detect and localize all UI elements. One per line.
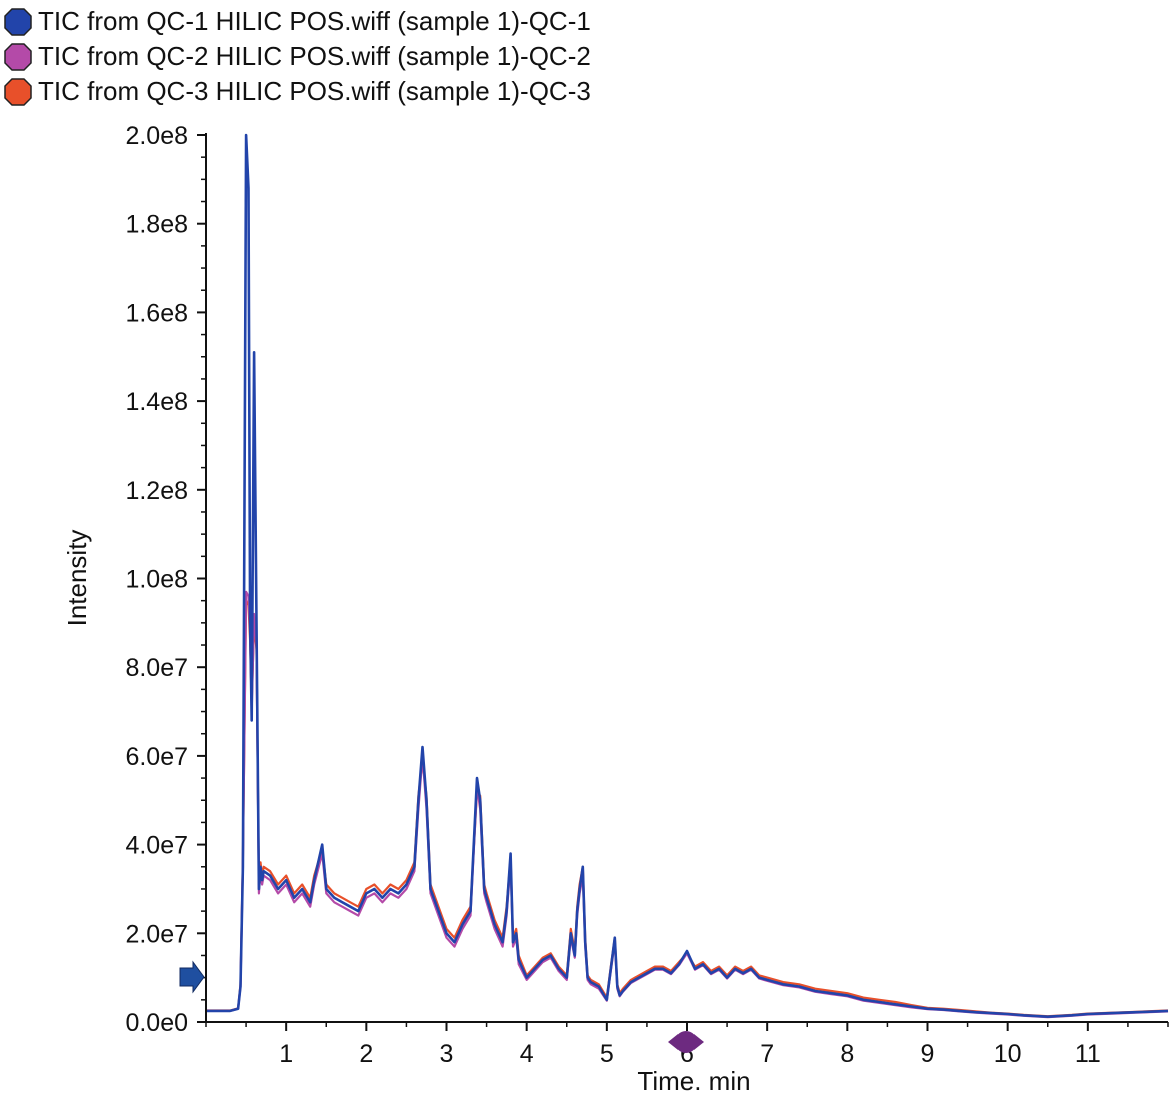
baseline-marker-icon[interactable] (179, 960, 205, 994)
legend-swatch-qc1 (4, 7, 32, 36)
series-line-qc3 (206, 599, 1169, 1018)
x-tick-label: 5 (600, 1040, 614, 1068)
x-tick-label: 7 (760, 1040, 774, 1068)
legend: TIC from QC-1 HILIC POS.wiff (sample 1)-… (4, 4, 591, 109)
y-axis-ticks: 0.0e0 2.0e7 4.0e7 6.0e7 8.0e7 1.0e8 1.2e8 1.4e8… (125, 122, 206, 1037)
legend-label-qc2: TIC from QC-2 HILIC POS.wiff (sample 1)-… (38, 41, 591, 71)
legend-label-qc1: TIC from QC-1 HILIC POS.wiff (sample 1)-… (38, 6, 591, 36)
x-tick-label: 10 (994, 1040, 1022, 1068)
y-tick-label: 2.0e7 (125, 920, 188, 948)
y-tick-label: 0.0e0 (125, 1009, 188, 1037)
octagon-icon (4, 77, 32, 106)
series-layer (206, 133, 1169, 1019)
y-tick-label: 1.4e8 (125, 388, 188, 416)
x-tick-label: 3 (440, 1040, 454, 1068)
y-tick-label: 1.8e8 (125, 211, 188, 239)
x-axis-ticks: 1 2 3 4 5 6 7 8 9 10 11 (205, 1022, 1169, 1068)
x-tick-label: 11 (1075, 1040, 1101, 1068)
legend-swatch-qc3 (4, 77, 32, 106)
legend-item-qc1[interactable]: TIC from QC-1 HILIC POS.wiff (sample 1)-… (4, 4, 591, 39)
legend-item-qc3[interactable]: TIC from QC-3 HILIC POS.wiff (sample 1)-… (4, 74, 591, 109)
legend-swatch-qc2 (4, 42, 32, 71)
y-tick-label: 6.0e7 (125, 743, 188, 771)
x-tick-label: 2 (359, 1040, 373, 1068)
legend-item-qc2[interactable]: TIC from QC-2 HILIC POS.wiff (sample 1)-… (4, 39, 591, 74)
y-tick-label: 2.0e8 (125, 122, 188, 150)
y-tick-label: 8.0e7 (125, 654, 188, 682)
y-tick-label: 1.6e8 (125, 299, 188, 327)
x-axis-title: Time. min (637, 1066, 750, 1096)
x-tick-label: 8 (840, 1040, 854, 1068)
y-tick-label: 1.0e8 (125, 566, 188, 594)
x-tick-label: 4 (520, 1040, 534, 1068)
x-tick-label: 9 (921, 1040, 935, 1068)
legend-label-qc3: TIC from QC-3 HILIC POS.wiff (sample 1)-… (38, 76, 591, 106)
octagon-icon (4, 42, 32, 71)
x-tick-label: 1 (279, 1040, 293, 1068)
y-tick-label: 1.2e8 (125, 477, 188, 505)
octagon-icon (4, 7, 32, 36)
y-tick-label: 4.0e7 (125, 832, 188, 860)
cursor-marker-icon[interactable] (668, 1031, 704, 1053)
y-axis-title: Intensity (62, 530, 92, 627)
series-line-qc1 (206, 133, 1169, 1019)
